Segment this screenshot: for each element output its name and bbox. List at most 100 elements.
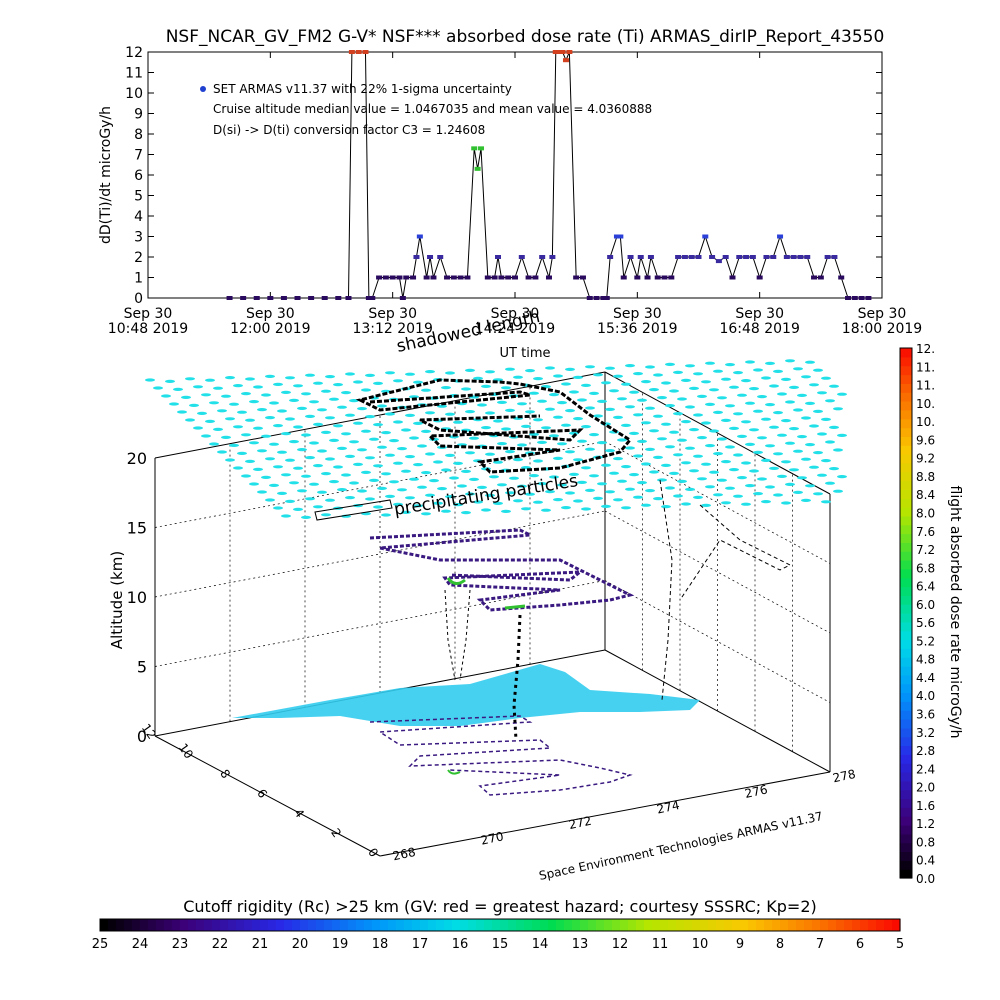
swarm-dot bbox=[473, 376, 483, 380]
x-axis-ticks: 268 270 272 274 276 278 bbox=[392, 767, 857, 863]
dose-point bbox=[838, 275, 845, 280]
swarm-dot bbox=[217, 450, 227, 454]
dose-point bbox=[661, 275, 668, 280]
swarm-dot bbox=[741, 461, 751, 465]
rigidity-colorbar-segment bbox=[884, 919, 893, 931]
rigidity-colorbar-segment bbox=[116, 919, 125, 931]
rigidity-colorbar-segment bbox=[676, 919, 685, 931]
dose-x-axis-label: UT time bbox=[500, 346, 551, 361]
rigidity-colorbar-segment bbox=[292, 919, 301, 931]
swarm-dot bbox=[833, 489, 843, 493]
dose-y-tick-label: 12 bbox=[125, 45, 143, 61]
rigidity-colorbar-segment bbox=[748, 919, 757, 931]
y-tick-label: 8 bbox=[217, 767, 233, 781]
rigidity-colorbar-tick: 19 bbox=[332, 937, 349, 952]
swarm-dot bbox=[305, 373, 315, 377]
dose-colorbar-segment bbox=[900, 383, 912, 393]
rigidity-colorbar-segment bbox=[204, 919, 213, 931]
swarm-dot bbox=[581, 425, 591, 429]
swarm-dot bbox=[793, 490, 803, 494]
dose-colorbar-segment bbox=[900, 825, 912, 835]
rigidity-colorbar-segment bbox=[420, 919, 429, 931]
dose-point bbox=[586, 296, 593, 300]
swarm-dot bbox=[737, 434, 747, 438]
swarm-dot bbox=[305, 414, 315, 418]
dose-point bbox=[413, 255, 420, 259]
rigidity-colorbar-segment bbox=[412, 919, 421, 931]
dose-x-tick-label-time: 15:36 2019 bbox=[597, 321, 677, 337]
swarm-dot bbox=[385, 371, 395, 375]
swarm-dot bbox=[573, 417, 583, 421]
dose-point bbox=[702, 234, 709, 239]
rigidity-colorbar-segment bbox=[500, 919, 509, 931]
mid-track-green-segment bbox=[446, 577, 466, 585]
rigidity-colorbar-segment bbox=[124, 919, 133, 931]
z-tick-label: 20 bbox=[127, 449, 147, 468]
swarm-dot bbox=[513, 458, 523, 462]
swarm-dot bbox=[625, 446, 635, 450]
dose-colorbar-segment bbox=[900, 507, 912, 517]
swarm-dot bbox=[721, 418, 731, 422]
dose-colorbar-segment bbox=[900, 710, 912, 720]
swarm-dot bbox=[637, 439, 647, 443]
dose-x-tick-label-time: 18:00 2019 bbox=[842, 321, 922, 337]
swarm-dot bbox=[413, 504, 423, 508]
swarm-dot bbox=[777, 433, 787, 437]
swarm-dot bbox=[225, 417, 235, 421]
swarm-dot bbox=[293, 425, 303, 429]
dose-y-tick-label: 10 bbox=[125, 86, 143, 102]
flight-tracks bbox=[314, 378, 792, 796]
swarm-dot bbox=[441, 509, 451, 513]
swarm-dot bbox=[813, 409, 823, 413]
rigidity-colorbar-segment bbox=[828, 919, 837, 931]
swarm-dot bbox=[485, 411, 495, 415]
dose-colorbar-segment bbox=[900, 869, 912, 879]
swarm-dot bbox=[453, 461, 463, 465]
swarm-dot bbox=[361, 388, 371, 392]
swarm-dot bbox=[821, 500, 831, 504]
dose-colorbar-tick: 6.0 bbox=[916, 598, 935, 612]
swarm-dot bbox=[713, 452, 723, 456]
swarm-dot bbox=[617, 397, 627, 401]
swarm-dot bbox=[661, 463, 671, 467]
rigidity-colorbar-segment bbox=[188, 919, 197, 931]
swarm-dot bbox=[661, 422, 671, 426]
swarm-dot bbox=[697, 477, 707, 481]
swarm-dot bbox=[421, 471, 431, 475]
dose-point bbox=[654, 275, 661, 280]
dose-point bbox=[478, 146, 485, 151]
rigidity-colorbar-segment bbox=[276, 919, 285, 931]
swarm-dot bbox=[445, 412, 455, 416]
swarm-dot bbox=[465, 492, 475, 496]
swarm-dot bbox=[665, 362, 675, 366]
rigidity-colorbar-segment bbox=[892, 919, 901, 931]
swarm-dot bbox=[465, 368, 475, 372]
dose-point bbox=[335, 296, 342, 300]
swarm-dot bbox=[553, 374, 563, 378]
swarm-dot bbox=[789, 385, 799, 389]
swarm-dot bbox=[417, 485, 427, 489]
dose-point bbox=[675, 255, 682, 259]
swarm-dot bbox=[213, 427, 223, 431]
dose-colorbar-segment bbox=[900, 542, 912, 552]
swarm-dot bbox=[529, 432, 539, 436]
swarm-dot bbox=[409, 477, 419, 481]
swarm-dot bbox=[561, 506, 571, 510]
dose-point bbox=[365, 296, 372, 300]
side-projection-track-2 bbox=[679, 504, 792, 601]
swarm-dot bbox=[269, 401, 279, 405]
swarm-dot bbox=[577, 398, 587, 402]
swarm-dot bbox=[717, 437, 727, 441]
swarm-dot bbox=[165, 379, 175, 383]
y-tick-label: 6 bbox=[254, 786, 270, 800]
swarm-dot bbox=[153, 386, 163, 390]
dose-point bbox=[464, 275, 471, 280]
swarm-dot bbox=[557, 442, 567, 446]
rigidity-colorbar-segment bbox=[468, 919, 477, 931]
dose-point bbox=[566, 50, 573, 54]
rigidity-colorbar-segment bbox=[684, 919, 693, 931]
swarm-dot bbox=[597, 399, 607, 403]
rigidity-colorbar-segment bbox=[628, 919, 637, 931]
rigidity-colorbar-segment bbox=[604, 919, 613, 931]
swarm-dot bbox=[833, 448, 843, 452]
